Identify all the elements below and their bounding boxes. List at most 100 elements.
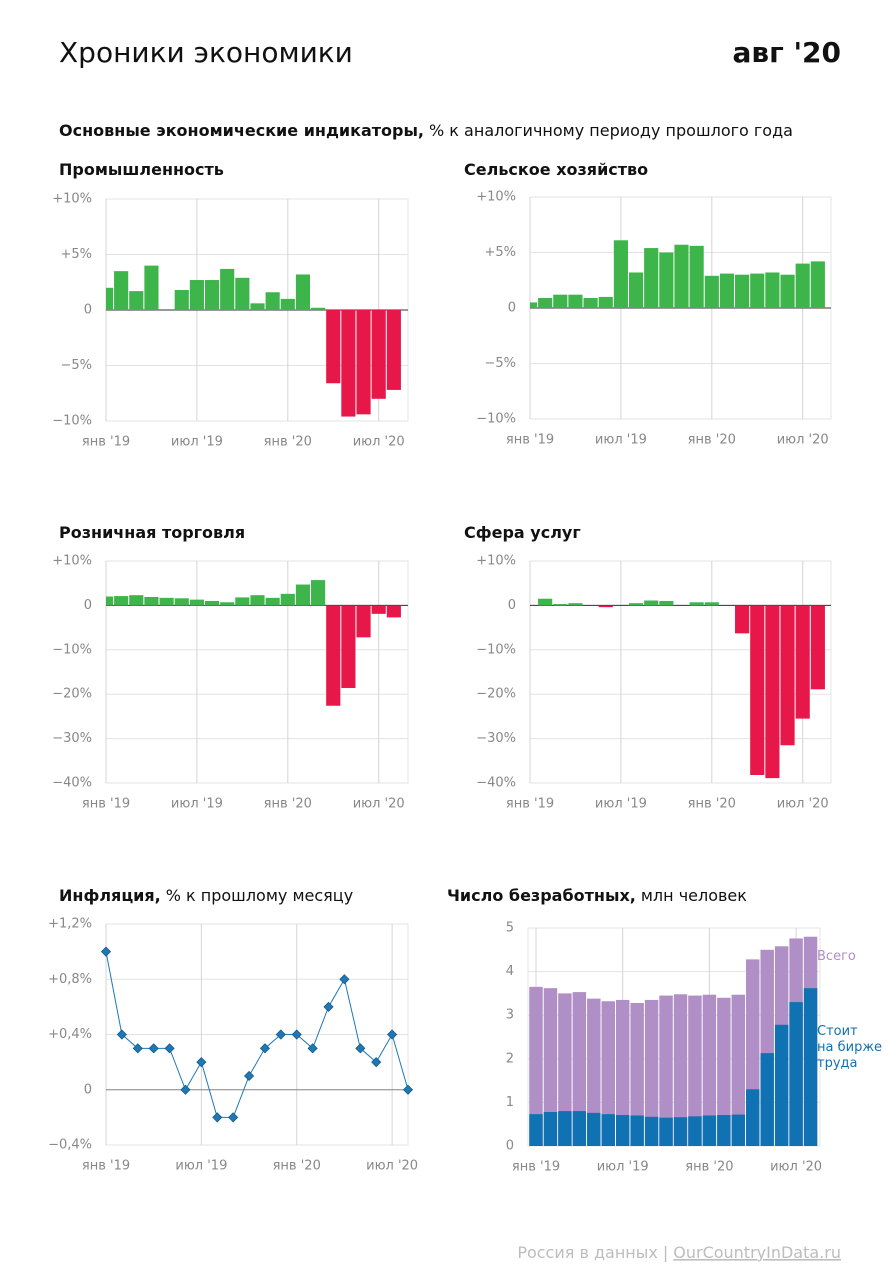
plot-frame xyxy=(105,560,409,784)
bar xyxy=(371,310,386,399)
bar xyxy=(538,298,553,308)
chart-title: Число безработных, млн человек xyxy=(447,886,747,905)
y-tick-label: −10% xyxy=(52,642,92,657)
x-tick-label: июл '20 xyxy=(366,1159,418,1174)
series-label: Всего xyxy=(817,948,856,964)
x-tick-label: июл '20 xyxy=(770,1160,822,1175)
bar xyxy=(341,310,356,417)
bar xyxy=(543,988,558,1146)
bar xyxy=(568,294,583,308)
chart-subtitle: млн человек xyxy=(641,886,747,905)
bar xyxy=(144,596,159,606)
x-tick-label: янв '20 xyxy=(688,797,736,812)
x-tick-label: июл '19 xyxy=(595,433,647,448)
x-tick-label: янв '19 xyxy=(512,1160,560,1175)
marker xyxy=(132,1043,143,1054)
bar xyxy=(598,296,613,308)
bar xyxy=(356,310,371,415)
y-tick-label: −5% xyxy=(484,356,516,371)
bar xyxy=(326,310,341,384)
y-tick-label: 5 xyxy=(506,921,514,936)
bar xyxy=(795,605,810,719)
bar xyxy=(558,1111,572,1146)
bar xyxy=(106,287,114,310)
bar xyxy=(529,1114,543,1146)
bar xyxy=(688,1116,702,1146)
marker xyxy=(259,1043,271,1054)
bar xyxy=(553,604,568,606)
x-tick-label: июл '20 xyxy=(777,433,829,448)
y-tick-label: +0,8% xyxy=(48,972,92,987)
bar xyxy=(295,584,311,606)
x-tick-label: янв '20 xyxy=(264,797,312,812)
x-tick-label: янв '20 xyxy=(264,435,312,450)
chart-title: Промышленность xyxy=(59,160,224,179)
y-tick-label: +5% xyxy=(60,247,92,262)
bar xyxy=(717,1115,731,1146)
bar xyxy=(529,986,543,1146)
bar xyxy=(615,999,630,1146)
x-tick-label: янв '20 xyxy=(688,433,736,448)
x-tick-label: янв '20 xyxy=(273,1159,321,1174)
series-label: Стоит на бирже труда xyxy=(817,1024,883,1072)
marker xyxy=(196,1057,207,1068)
x-tick-label: июл '19 xyxy=(597,1160,649,1175)
y-tick-label: +10% xyxy=(476,190,516,205)
y-tick-label: +10% xyxy=(52,192,92,207)
chart-title-text: Сельское хозяйство xyxy=(464,160,648,179)
bar xyxy=(613,240,628,308)
bar xyxy=(235,277,250,310)
chart-title: Сельское хозяйство xyxy=(464,160,648,179)
bar xyxy=(774,1024,789,1146)
x-tick-label: июл '19 xyxy=(171,435,223,450)
bar xyxy=(280,298,295,310)
bar xyxy=(386,310,401,390)
y-tick-label: +1,2% xyxy=(48,917,92,932)
bar xyxy=(530,302,538,308)
y-tick-label: −10% xyxy=(476,412,516,427)
x-tick-label: янв '19 xyxy=(82,797,130,812)
bar xyxy=(628,272,644,308)
marker xyxy=(307,1043,318,1054)
footer-source: Россия в данных xyxy=(517,1243,658,1262)
marker xyxy=(100,946,112,957)
y-tick-label: −10% xyxy=(476,642,516,657)
bar xyxy=(189,280,204,310)
marker xyxy=(164,1043,175,1054)
bar xyxy=(717,997,731,1146)
chart-title: Розничная торговля xyxy=(59,523,245,542)
bar xyxy=(760,1053,774,1146)
bar xyxy=(644,1116,659,1146)
section-title: Основные экономические индикаторы, xyxy=(59,121,424,140)
bar xyxy=(704,602,719,606)
chart-title-text: Число безработных, xyxy=(447,886,636,905)
bar xyxy=(659,252,674,308)
bar xyxy=(673,994,688,1146)
bar xyxy=(583,298,598,308)
marker xyxy=(387,1029,398,1040)
footer-separator: | xyxy=(663,1243,668,1262)
bar xyxy=(765,272,780,308)
bar xyxy=(630,1115,644,1146)
marker xyxy=(116,1029,127,1040)
x-tick-label: июл '19 xyxy=(595,797,647,812)
y-tick-label: 2 xyxy=(506,1051,514,1066)
bar xyxy=(789,1002,803,1146)
bar xyxy=(204,600,220,606)
y-tick-label: 1 xyxy=(506,1095,514,1110)
footer-link[interactable]: OurCountryInData.ru xyxy=(673,1243,841,1262)
bar xyxy=(644,248,659,308)
bar xyxy=(572,1111,587,1146)
chart-title-text: Промышленность xyxy=(59,160,224,179)
bar xyxy=(615,1115,630,1146)
bar xyxy=(644,600,659,606)
chart-title-text: Сфера услуг xyxy=(464,523,581,542)
marker xyxy=(339,974,350,985)
bar xyxy=(795,263,810,308)
bar xyxy=(765,605,780,779)
chart-title-text: Инфляция, xyxy=(59,886,161,905)
bar xyxy=(702,1115,717,1146)
bar xyxy=(689,245,704,308)
x-tick-label: янв '19 xyxy=(82,435,130,450)
